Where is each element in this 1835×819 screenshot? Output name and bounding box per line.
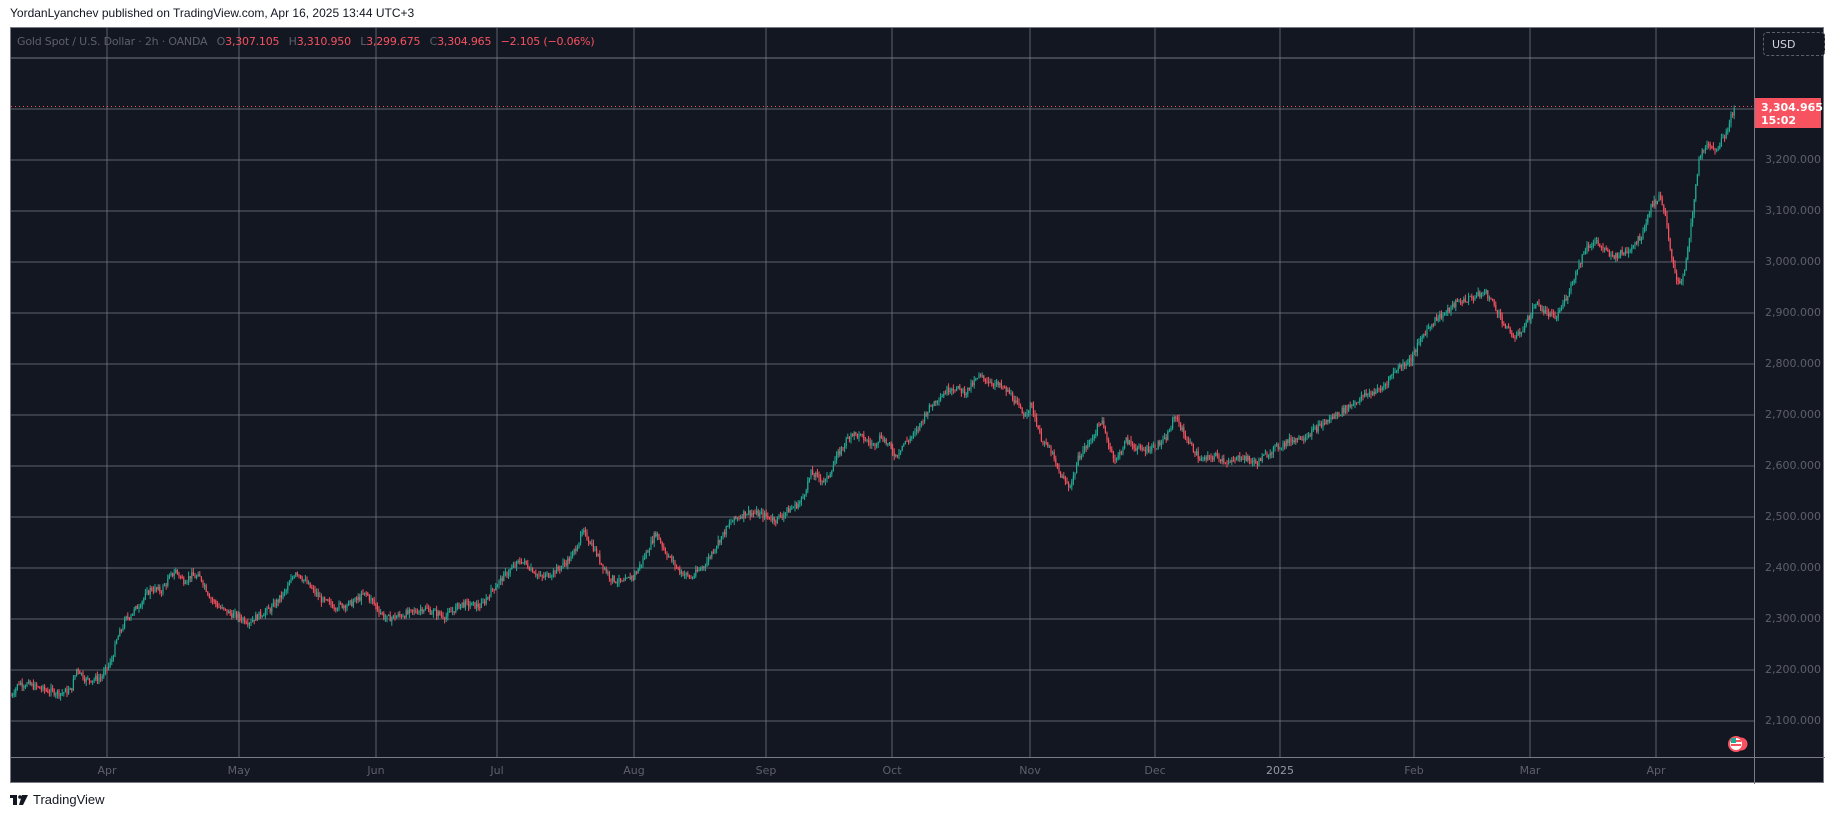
chart-plot-area[interactable]: Gold Spot / U.S. Dollar · 2h · OANDA O3,… [11,28,1754,757]
chart-frame: Gold Spot / U.S. Dollar · 2h · OANDA O3,… [10,27,1825,784]
time-tick-label: Oct [882,764,902,777]
time-tick-label: Mar [1519,764,1541,777]
price-tick-label: 2,200.000 [1765,663,1821,676]
open-label: O [216,35,226,48]
candlestick-chart [11,28,1754,757]
close-value: 3,304.965 [437,35,492,48]
tradingview-brand: TradingView [10,792,105,807]
symbol-name[interactable]: Gold Spot / U.S. Dollar · 2h · OANDA [17,35,208,48]
price-tick-label: 2,400.000 [1765,561,1821,574]
tradingview-logo-icon [10,794,28,805]
time-tick-label: Jun [367,764,385,777]
change-value: −2.105 (−0.06%) [500,35,595,48]
high-value: 3,310.950 [296,35,351,48]
price-tick-label: 3,000.000 [1765,255,1821,268]
price-tick-label: 2,600.000 [1765,459,1821,472]
axis-corner [1754,757,1825,784]
price-tick-label: 2,800.000 [1765,357,1821,370]
chart-legend: Gold Spot / U.S. Dollar · 2h · OANDA O3,… [17,35,595,48]
brand-name: TradingView [33,792,105,807]
currency-button[interactable]: USD [1763,32,1825,56]
price-tick-label: 3,100.000 [1765,204,1821,217]
time-tick-label: Nov [1019,764,1041,777]
time-tick-label: Aug [623,764,645,777]
last-price-value: 3,304.965 [1761,101,1823,115]
price-tick-label: 2,100.000 [1765,714,1821,727]
low-value: 3,299.675 [366,35,421,48]
publish-info: YordanLyanchev published on TradingView.… [10,6,415,20]
time-axis[interactable]: Apr May Jun Jul Aug Sep Oct Nov Dec 2025 Feb Mar Apr [11,757,1754,784]
price-tick-label: 2,500.000 [1765,510,1821,523]
time-tick-label: May [227,764,251,777]
last-price-tag: 3,304.965 15:02 [1755,98,1823,129]
economic-event-flag-icon[interactable] [1727,735,1749,753]
bar-countdown: 15:02 [1761,114,1797,128]
open-value: 3,307.105 [225,35,280,48]
time-tick-label: Apr [1646,764,1666,777]
time-tick-label: Sep [755,764,777,777]
time-tick-label: 2025 [1266,764,1294,777]
time-tick-label: Dec [1144,764,1166,777]
time-tick-label: Jul [490,764,504,777]
price-tick-label: 2,300.000 [1765,612,1821,625]
time-tick-label: Feb [1404,764,1424,777]
low-label: L [360,35,367,48]
price-tick-label: 2,700.000 [1765,408,1821,421]
price-axis[interactable]: 2,100.000 2,200.000 2,300.000 2,400.000 2,50… [1754,28,1825,757]
close-label: C [429,35,438,48]
price-tick-label: 2,900.000 [1765,306,1821,319]
time-tick-label: Apr [97,764,117,777]
high-label: H [288,35,297,48]
price-tick-label: 3,200.000 [1765,153,1821,166]
